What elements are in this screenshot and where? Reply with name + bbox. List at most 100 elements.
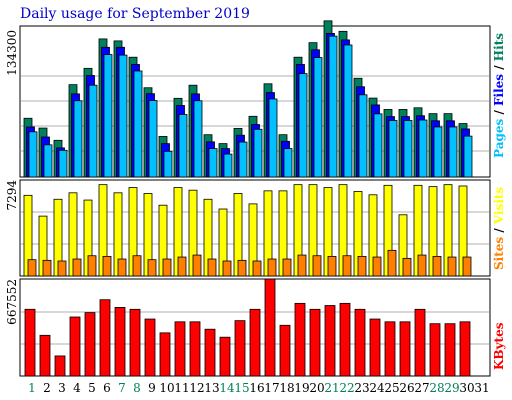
middle-sites-bar-day-3 (57, 260, 67, 277)
bottom-kbytes-bar-day-10 (159, 332, 171, 377)
bottom-kbytes-bar-day-3 (54, 355, 66, 377)
middle-sites-bar-day-22 (342, 255, 352, 277)
day-label-16: 16 (249, 381, 264, 395)
top-pages-bar-day-30 (463, 135, 473, 178)
day-label-1: 1 (28, 381, 36, 395)
top-pages-bar-day-25 (388, 120, 398, 178)
bottom-legend-kbytes: KBytes (492, 322, 506, 370)
middle-legend-visits: Visits (492, 187, 506, 226)
bottom-kbytes-bar-day-23 (354, 308, 366, 377)
day-label-5: 5 (88, 381, 96, 395)
middle-max-label: 7294 (5, 180, 19, 211)
legends: Pages / Files / Hits Sites / Visits KBytes (492, 33, 506, 370)
bottom-max-label: 667552 (5, 279, 19, 325)
middle-sites-bar-day-19 (297, 254, 307, 277)
top-pages-bar-day-26 (403, 120, 413, 178)
bottom-kbytes-bar-day-30 (459, 321, 471, 377)
top-pages-bar-day-27 (418, 119, 428, 178)
middle-sites-bar-day-16 (252, 260, 262, 277)
middle-sites-bar-day-26 (402, 257, 412, 277)
bottom-legend: KBytes (492, 322, 506, 370)
top-pages-bar-day-3 (58, 149, 68, 178)
middle-sites-bar-day-5 (87, 255, 97, 277)
bottom-kbytes-bar-day-22 (339, 302, 351, 377)
middle-sites-bar-day-18 (282, 258, 292, 277)
bottom-kbytes-bar-day-5 (84, 312, 96, 377)
top-legend-sep2: / (492, 61, 506, 74)
middle-sites-bar-day-12 (192, 254, 202, 277)
top-legend-pages: Pages (492, 118, 506, 158)
top-pages-bar-day-12 (193, 100, 203, 178)
middle-sites-bar-day-27 (417, 254, 427, 277)
middle-sites-bar-day-21 (327, 255, 337, 277)
top-legend-files: Files (492, 74, 506, 106)
bottom-kbytes-bar-day-27 (414, 308, 426, 377)
top-pages-bar-day-23 (358, 94, 368, 178)
top-pages-bar-day-24 (373, 113, 383, 178)
bottom-kbytes-bar-day-8 (129, 308, 141, 377)
day-label-17: 17 (264, 381, 279, 395)
middle-sites-bar-day-13 (207, 258, 217, 277)
day-label-28: 28 (429, 381, 444, 395)
bottom-kbytes-bar-day-21 (324, 305, 336, 377)
day-label-19: 19 (294, 381, 309, 395)
page-title: Daily usage for September 2019 (20, 6, 250, 22)
bottom-kbytes-bar-day-26 (399, 321, 411, 377)
day-label-13: 13 (204, 381, 219, 395)
day-label-3: 3 (58, 381, 66, 395)
day-label-9: 9 (148, 381, 156, 395)
bottom-kbytes-bar-day-2 (39, 334, 51, 377)
day-label-25: 25 (384, 381, 399, 395)
day-label-8: 8 (133, 381, 141, 395)
day-label-4: 4 (73, 381, 81, 395)
top-pages-bar-day-14 (223, 153, 233, 178)
day-label-7: 7 (118, 381, 126, 395)
top-legend-hits: Hits (492, 33, 506, 61)
bottom-kbytes-bar-day-16 (249, 308, 261, 377)
middle-sites-bar-day-9 (147, 259, 157, 277)
bottom-kbytes-bar-day-19 (294, 302, 306, 377)
top-pages-bar-day-7 (118, 54, 128, 178)
middle-sites-bar-day-11 (177, 256, 187, 277)
top-pages-bar-day-5 (88, 84, 98, 178)
middle-sites-bar-day-20 (312, 255, 322, 277)
day-label-11: 11 (174, 381, 189, 395)
top-pages-bar-day-1 (28, 131, 38, 178)
bottom-kbytes-bar-day-14 (219, 336, 231, 377)
top-pages-bar-day-10 (163, 150, 173, 178)
day-label-23: 23 (354, 381, 369, 395)
day-label-6: 6 (103, 381, 111, 395)
bottom-kbytes-bar-day-6 (99, 299, 111, 377)
top-pages-bar-day-18 (283, 148, 293, 178)
middle-legend-sites: Sites (492, 237, 506, 270)
middle-sites-bar-day-2 (42, 259, 52, 277)
top-pages-bar-day-20 (313, 57, 323, 178)
middle-sites-bar-day-29 (447, 256, 457, 277)
day-label-2: 2 (43, 381, 51, 395)
top-pages-bar-day-8 (133, 70, 143, 178)
bottom-kbytes-bar-day-20 (309, 308, 321, 377)
day-label-29: 29 (444, 381, 459, 395)
top-pages-bar-day-28 (433, 126, 443, 178)
top-pages-bar-day-17 (268, 98, 278, 178)
bottom-kbytes-bar-day-12 (189, 321, 201, 377)
middle-sites-bar-day-6 (102, 255, 112, 277)
middle-sites-bar-day-25 (387, 249, 397, 277)
day-label-12: 12 (189, 381, 204, 395)
bottom-kbytes-bar-day-4 (69, 316, 81, 377)
bottom-kbytes-bar-day-18 (279, 324, 291, 377)
top-pages-bar-day-4 (73, 100, 83, 178)
middle-sites-bar-day-14 (222, 260, 232, 277)
bottom-kbytes-bar-day-13 (204, 328, 216, 377)
top-pages-bar-day-9 (148, 100, 158, 178)
middle-sites-bar-day-4 (72, 258, 82, 277)
bar-layer (23, 20, 473, 377)
middle-sites-bar-day-17 (267, 258, 277, 277)
day-label-22: 22 (339, 381, 354, 395)
day-label-27: 27 (414, 381, 429, 395)
bottom-kbytes-bar-day-28 (429, 323, 441, 377)
bottom-kbytes-bar-day-7 (114, 307, 126, 377)
top-pages-bar-day-19 (298, 73, 308, 178)
top-pages-bar-day-29 (448, 126, 458, 178)
